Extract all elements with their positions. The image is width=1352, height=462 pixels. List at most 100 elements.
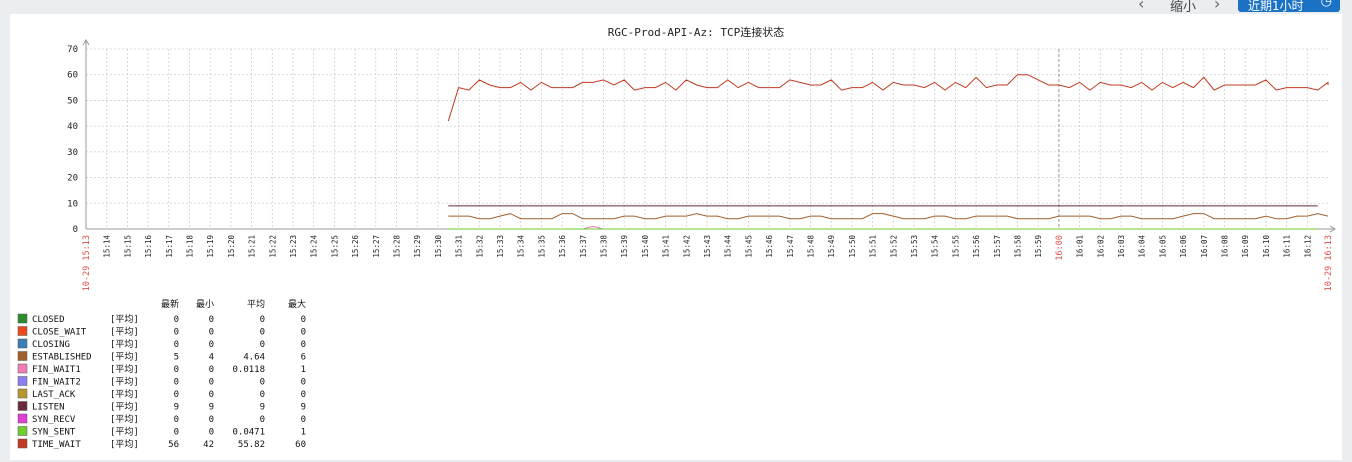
x-tick-label: 15:33 [496,235,505,258]
legend-name: ESTABLISHED [32,353,92,363]
x-tick-label: 16:09 [1241,235,1250,258]
legend-value: 0 [174,340,179,350]
legend-value: 9 [260,403,265,413]
x-tick-label: 15:15 [123,235,132,258]
x-tick-label: 15:42 [682,235,691,258]
y-tick-label: 70 [67,45,78,55]
x-tick-label: 15:38 [600,235,609,258]
chart-title: RGC-Prod-API-Az: TCP连接状态 [608,25,784,39]
x-tick-label: 16:07 [1200,235,1209,258]
legend-value: 6 [301,353,306,363]
legend-agg: [平均] [110,426,139,438]
tcp-state-chart: RGC-Prod-API-Az: TCP连接状态 010203040506070… [17,25,1336,450]
x-tick-label: 15:39 [620,235,629,258]
x-tick-label: 15:52 [889,235,898,258]
x-tick-label: 15:44 [724,235,733,258]
x-tick-label: 16:03 [1117,235,1126,258]
x-tick-label: 15:46 [765,235,774,258]
legend-name: SYN_RECV [32,415,76,425]
legend-value: 9 [301,403,306,413]
x-tick-label: 16:02 [1096,235,1105,258]
time-range-button[interactable]: 近期1小时 ◷ [1238,0,1340,12]
legend-value: 0 [209,378,214,388]
legend-value: 0 [174,365,179,375]
legend-value: 0 [209,365,214,375]
legend-name: FIN_WAIT2 [32,378,81,388]
x-tick-label: 15:25 [330,235,339,258]
legend-swatch [17,351,28,361]
x-tick-label: 16:01 [1076,235,1085,258]
y-tick-label: 10 [67,199,78,209]
clock-icon: ◷ [1320,0,1332,9]
x-tick-label: 15:18 [186,235,195,258]
y-tick-label: 50 [67,96,78,106]
legend-header: 最小 [196,299,214,310]
y-axis-arrow [82,39,90,46]
y-tick-label: 0 [73,225,78,235]
legend-swatch [17,413,28,424]
x-tick-label: 16:08 [1221,235,1230,258]
legend: 最新 最小 平均 最大 CLOSED [平均] 0 0 0 0 CLOSE_WAIT [平均] 0 0 0 0… [17,298,306,450]
axes: 0 10 20 30 40 50 60 70 15:14 15:15 15:16 15:17 15:18… [67,39,1336,291]
x-tick-label: 15:50 [848,235,857,258]
next-period-icon[interactable]: › [1214,0,1221,13]
previous-period-icon[interactable]: ‹ [1138,0,1145,13]
x-axis-arrow [1329,225,1336,233]
legend-agg: [平均] [110,438,139,450]
legend-value: 0 [260,328,265,338]
grid [86,48,1328,230]
legend-value: 0 [260,390,265,400]
x-tick-label: 15:59 [1034,235,1043,258]
x-tick-label: 15:27 [372,235,381,258]
x-tick-label: 15:29 [413,235,422,258]
legend-agg: [平均] [110,363,139,375]
legend-agg: [平均] [110,326,139,338]
x-tick-label: 16:06 [1179,235,1188,258]
legend-value: 9 [209,403,214,413]
x-tick-label: 15:26 [351,235,360,258]
x-tick-label: 16:00 [1055,235,1065,261]
x-tick-label: 16:11 [1283,235,1292,258]
top-toolbar: ‹ 缩小 › 近期1小时 ◷ [0,0,1352,15]
legend-swatch [17,388,28,399]
legend-value: 0 [301,340,306,350]
legend-value: 56 [168,440,179,450]
legend-value: 0 [301,415,306,425]
x-tick-label: 15:35 [537,235,546,258]
legend-swatch [17,438,28,449]
legend-value: 0 [174,315,179,325]
series-lines [447,74,1329,230]
x-tick-label: 15:34 [517,235,526,258]
series-line-established [448,213,1329,220]
time-range-label: 近期1小时 [1248,0,1304,12]
zoom-out-button[interactable]: 缩小 [1170,0,1197,15]
x-start-label: 10-29 15:13 [82,235,92,291]
x-tick-label: 15:30 [434,235,443,258]
legend-header: 最新 [161,298,179,310]
legend-value: 0 [174,328,179,338]
legend-value: 0 [209,390,214,400]
x-tick-label: 15:24 [310,235,319,258]
legend-value: 0 [174,415,179,425]
legend-value: 0 [209,315,214,325]
x-tick-label: 15:14 [103,235,112,258]
x-tick-label: 15:20 [227,235,236,258]
x-tick-label: 15:31 [455,235,464,258]
legend-value: 0 [174,390,179,400]
x-tick-label: 15:48 [807,235,816,258]
legend-value: 42 [203,440,214,450]
legend-value: 0 [209,415,214,425]
legend-agg: [平均] [110,401,139,413]
x-tick-label: 16:04 [1138,235,1147,258]
x-tick-label: 15:22 [268,235,277,258]
legend-value: 0.0471 [232,428,265,438]
legend-agg: [平均] [110,376,139,388]
x-tick-label: 15:40 [641,235,650,258]
legend-name: SYN_SENT [32,428,76,438]
x-tick-label: 15:19 [206,235,215,258]
legend-swatch [17,338,28,349]
x-tick-label: 16:12 [1303,235,1312,258]
legend-value: 0 [174,378,179,388]
legend-value: 4.64 [243,353,265,363]
x-tick-label: 16:05 [1158,235,1167,258]
